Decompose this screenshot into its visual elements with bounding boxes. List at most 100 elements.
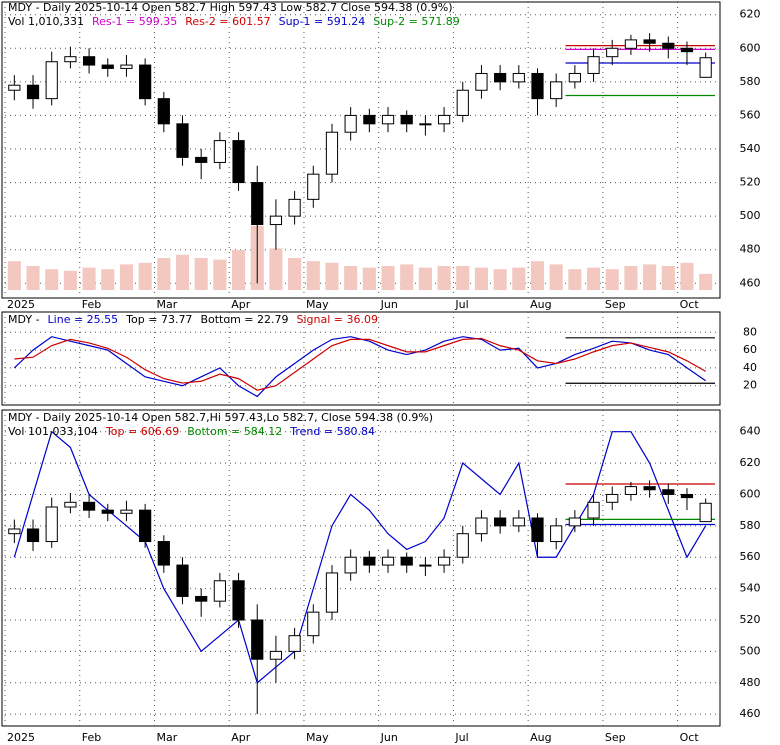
legend-entry: Res-1 = 599.35 — [92, 15, 177, 28]
legend-entry: Line = 25.55 — [48, 313, 119, 326]
candle-body — [363, 114, 376, 125]
candle-body — [344, 556, 357, 574]
x-tick-label: May — [306, 731, 329, 744]
candle-body — [195, 595, 208, 602]
volume-bar — [138, 262, 152, 290]
y-tick-label: 580 — [740, 519, 761, 532]
legend-entry: Sup-2 = 571.89 — [373, 15, 460, 28]
y-tick-label: 560 — [740, 550, 761, 563]
oscillator-panel — [1, 311, 721, 406]
header-text: MDY - Daily 2025-10-14 Open 582.7,Hi 597… — [8, 411, 433, 424]
x-tick-label: Jun — [380, 731, 398, 744]
candle-body — [26, 84, 40, 100]
volume-bar — [362, 267, 376, 290]
volume-bar — [587, 267, 601, 290]
y-tick-label: 460 — [740, 276, 761, 289]
legend-entry: Vol 1,010,331 — [8, 15, 84, 28]
legend-entry: Bottom = 584.12 — [187, 425, 282, 438]
volume-bar — [493, 269, 507, 290]
series-line — [13, 336, 706, 398]
volume-bar — [26, 266, 40, 290]
legend-entry: Res-2 = 601.57 — [185, 15, 270, 28]
x-tick-label: Aug — [530, 731, 551, 744]
volume-bar — [624, 266, 638, 290]
candle-body — [437, 114, 451, 125]
y-tick-label: 520 — [740, 613, 761, 626]
candle-body — [176, 123, 189, 158]
x-tick-label: Apr — [231, 731, 251, 744]
candle-body — [120, 509, 133, 514]
x-tick-label: May — [306, 298, 329, 311]
volume-bar — [119, 264, 133, 290]
legend-entry: MDY - — [8, 313, 40, 326]
candle-body — [232, 580, 245, 621]
volume-bar — [568, 269, 582, 290]
y-tick-label: 620 — [740, 456, 761, 469]
candle-body — [307, 173, 320, 200]
y-tick-label: 600 — [740, 487, 761, 500]
candle-body — [587, 56, 600, 74]
candle-body — [157, 98, 170, 125]
volume-bar — [194, 258, 208, 290]
candle-body — [45, 506, 58, 543]
candle-body — [643, 39, 656, 44]
candle-body — [400, 556, 413, 566]
volume-bar — [381, 266, 395, 290]
volume-bar — [325, 262, 339, 290]
candle-body — [232, 140, 245, 184]
volume-bar — [456, 266, 470, 290]
candle-body — [139, 64, 152, 100]
x-tick-label: Jul — [454, 298, 468, 311]
y-tick-label: 600 — [740, 41, 761, 54]
candle-body — [606, 47, 619, 58]
volume-bar — [63, 270, 77, 290]
volume-bar — [643, 264, 657, 290]
x-tick-label: Feb — [82, 298, 101, 311]
candle-body — [176, 564, 189, 597]
y-tick-label: 480 — [740, 676, 761, 689]
volume-bar — [45, 269, 59, 290]
volume-bar — [7, 261, 21, 290]
candle-body — [195, 156, 208, 163]
volume-bar — [699, 273, 713, 290]
volume-bar — [175, 254, 190, 290]
volume-bar — [400, 264, 414, 290]
candle-body — [120, 64, 133, 69]
volume-bar — [269, 248, 283, 290]
y-tick-label: 80 — [743, 325, 757, 338]
candle-body — [213, 580, 226, 602]
series-line — [14, 337, 706, 391]
candle-body — [363, 556, 376, 566]
x-tick-label: Apr — [231, 298, 251, 311]
candle-body — [251, 619, 264, 660]
y-tick-label: 20 — [743, 379, 757, 392]
candle-body — [531, 517, 544, 543]
y-tick-label: 40 — [743, 361, 757, 374]
price-panel — [1, 1, 721, 299]
candle-body — [550, 525, 563, 543]
candle-body — [456, 533, 469, 558]
volume-bar — [661, 266, 675, 290]
y-tick-label: 460 — [740, 707, 761, 720]
volume-bar — [418, 267, 432, 290]
x-tick-label: 2025 — [7, 731, 35, 744]
volume-bar — [288, 258, 302, 290]
trend-panel — [1, 409, 721, 727]
y-tick-label: 500 — [740, 644, 761, 657]
volume-bar — [213, 259, 227, 290]
candle-body — [643, 486, 656, 491]
candle-body — [101, 64, 114, 69]
volume-bar — [82, 267, 96, 290]
candle-body — [624, 39, 638, 49]
x-tick-label: Feb — [82, 731, 101, 744]
x-tick-label: Mar — [156, 731, 177, 744]
candle-body — [494, 72, 507, 83]
candle-body — [568, 517, 581, 527]
volume-bar — [232, 250, 246, 290]
candle-body — [381, 114, 395, 125]
legend-entry: Vol 101,033,104 — [8, 425, 98, 438]
x-tick-label: Oct — [680, 298, 700, 311]
y-tick-label: 560 — [740, 108, 761, 121]
candle-body — [699, 502, 712, 523]
candle-body — [64, 56, 77, 63]
